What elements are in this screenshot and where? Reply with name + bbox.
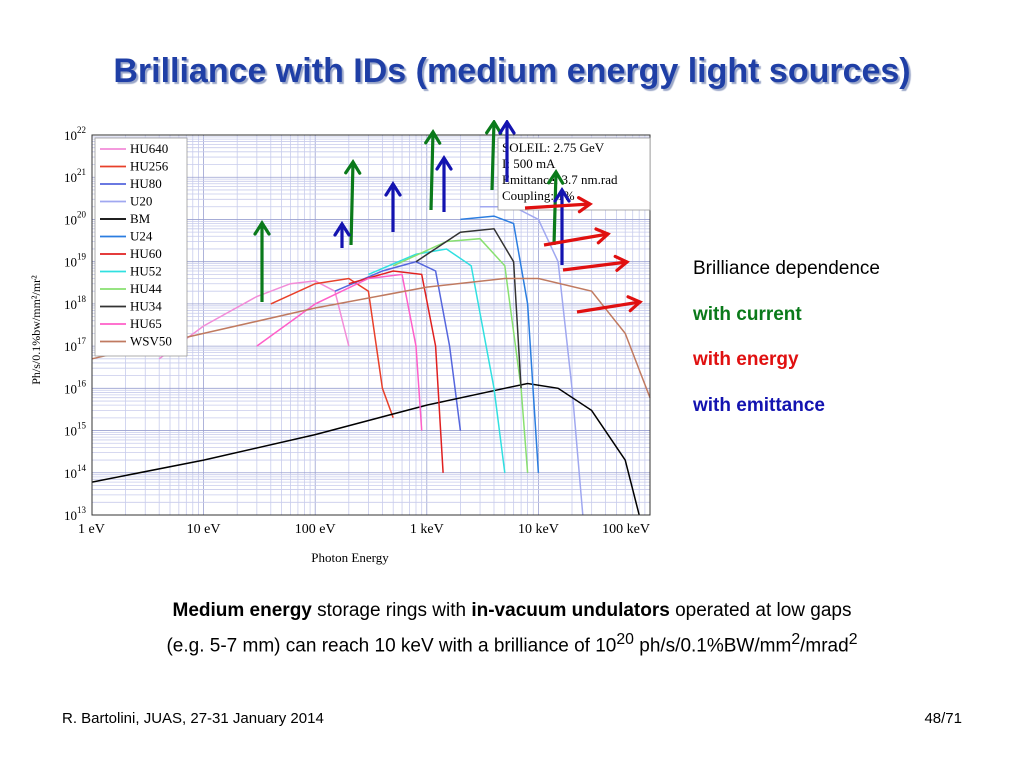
plot-frame [91,134,651,516]
info-box [497,137,651,211]
with-energy-note: with energy [693,349,799,370]
current-arrow-2 [344,159,362,246]
emittance-arrow-3 [435,155,453,212]
y-tick-label: 1016 [64,378,87,396]
y-tick-label: 1015 [64,421,87,439]
y-tick-label: 1022 [64,125,86,143]
legend-entry: HU65 [130,316,162,331]
with-current-note: with current [693,304,802,325]
series-line-hu640 [158,280,350,360]
caption-line-1: Medium energy storage rings with in-vacu… [20,596,1004,625]
energy-arrow-3 [562,254,630,272]
caption-sup-mm: 2 [791,631,801,648]
caption-text-d: ph/s/0.1%BW/mm [633,635,792,657]
emittance-arrow-1 [333,221,351,248]
series-line-hu256 [270,277,394,419]
legend-entry: HU60 [130,246,162,261]
footer-page-number: 48/71 [924,710,962,727]
series-line-hu34 [415,228,522,389]
legend-entry: BM [130,211,151,226]
slide-title: Brilliance with IDs (medium energy light… [113,52,911,90]
x-tick-label: 100 keV [602,522,650,537]
current-arrow-1 [253,220,271,302]
x-tick-label: 100 eV [295,522,336,537]
y-tick-label: 1021 [64,167,86,185]
legend-entry: U24 [130,229,153,244]
legend-entry: WSV50 [130,334,172,349]
legend-entry: HU80 [130,176,162,191]
emittance-arrow-5 [553,187,571,265]
info-box-line: SOLEIL: 2.75 GeV [502,140,605,155]
caption-line-2: (e.g. 5-7 mm) can reach 10 keV with a br… [20,625,1004,660]
caption-sup-20: 20 [616,631,634,648]
slide-caption: Medium energy storage rings with in-vacu… [20,596,1004,660]
emittance-arrow-2 [384,181,402,232]
series-line-wsv50 [91,277,651,398]
legend-entry: U20 [130,194,152,209]
series-line-hu60 [348,270,444,473]
y-tick-label: 1018 [64,294,87,312]
emittance-arrow-4 [498,119,516,182]
energy-arrow-4 [576,295,643,314]
annotation-arrows [253,119,643,314]
x-tick-label: 10 keV [518,522,559,537]
legend-entry: HU34 [130,299,162,314]
x-tick-label: 10 eV [187,522,221,537]
current-arrow-4 [485,119,503,191]
caption-text-b: operated at low gaps [669,600,852,621]
brilliance-dependence-heading: Brilliance dependence [693,258,880,279]
x-tick-label: 1 eV [78,522,105,537]
series-line-hu44 [392,237,529,473]
x-tick-labels: 1 eV 10 eV 100 eV 1 keV 10 keV 100 keV [78,522,650,537]
legend-entry: HU44 [130,281,162,296]
caption-text-a: storage rings with [311,600,472,621]
brilliance-chart: 1013 1014 1015 1016 1017 1018 1019 1020 1021 1022… [20,119,670,570]
series-line-hu80 [334,260,462,431]
y-tick-labels: 1013 1014 1015 1016 1017 1018 1019 1020 1021 1022 [64,125,87,523]
y-tick-label: 1019 [64,252,87,270]
series-line-hu52 [368,248,506,473]
legend-entry: HU52 [130,264,162,279]
caption-text-e: /mrad [800,635,849,657]
info-box-line: I: 500 mA [502,156,556,171]
legend-box [94,137,188,357]
series-line-u24 [460,215,540,473]
caption-in-vacuum-undulators: in-vacuum undulators [471,600,670,621]
legend-entry: HU256 [130,159,169,174]
footer-author: R. Bartolini, JUAS, 27-31 January 2014 [62,710,324,727]
chart-legend: HU640 HU256 HU80 U20 BM U24 HU60 HU52 HU44 HU34 HU… [94,137,188,357]
current-arrow-3 [424,129,442,211]
y-tick-label: 1017 [64,336,87,354]
legend-entry: HU640 [130,141,168,156]
caption-medium-energy: Medium energy [172,600,312,621]
y-tick-label: 1020 [64,209,87,227]
current-arrow-5 [547,169,565,246]
y-tick-label: 1014 [64,463,87,481]
y-axis-label: Ph/s/0.1%bw/mm²/mr² [29,275,43,385]
energy-arrow-1 [524,196,593,214]
caption-sup-mrad: 2 [848,631,858,648]
x-tick-label: 1 keV [410,522,444,537]
series-line-bm [91,382,640,516]
caption-text-c: (e.g. 5-7 mm) can reach 10 keV with a br… [166,635,617,657]
with-emittance-note: with emittance [693,395,825,416]
y-tick-label: 1013 [64,505,87,523]
x-axis-label: Photon Energy [311,550,389,565]
chart-svg: 1013 1014 1015 1016 1017 1018 1019 1020 1021 1022… [29,119,651,565]
energy-arrow-2 [543,227,611,247]
